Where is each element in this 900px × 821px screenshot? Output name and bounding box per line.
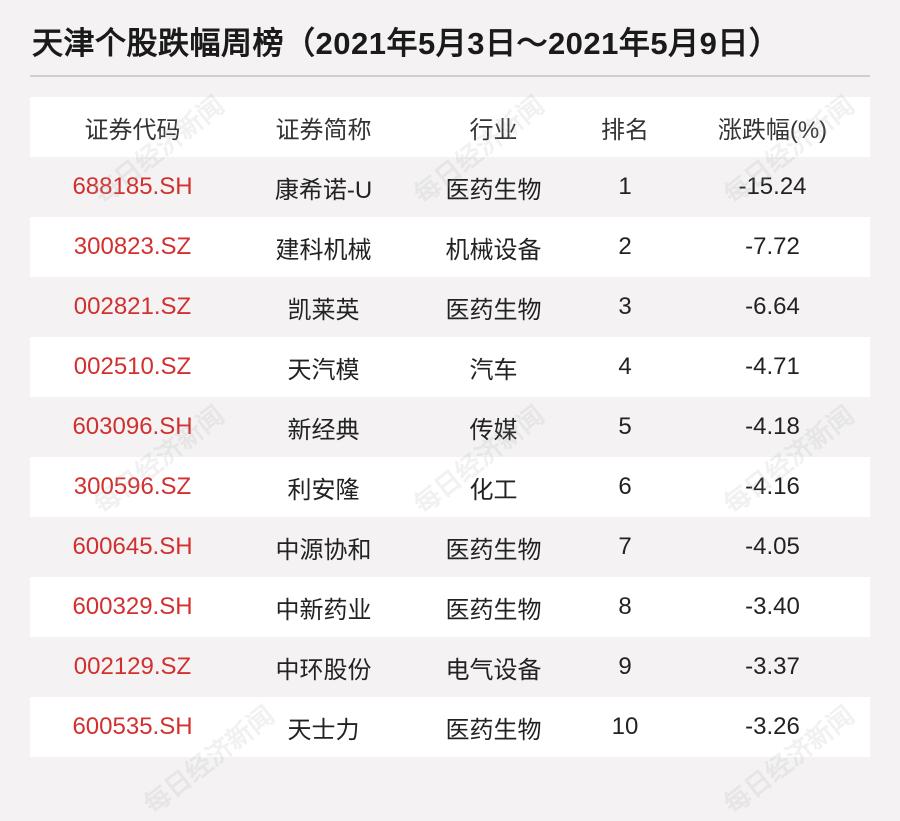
stock-name-cell: 新经典 — [235, 397, 412, 457]
industry-cell: 医药生物 — [412, 277, 575, 337]
change-pct-cell: -7.72 — [675, 217, 870, 277]
industry-cell: 医药生物 — [412, 697, 575, 757]
stock-code-cell: 600329.SH — [30, 577, 235, 637]
change-pct-cell: -3.26 — [675, 697, 870, 757]
stock-table: 证券代码 证券简称 行业 排名 涨跌幅(%) 688185.SH 康希诺-U 医药生… — [30, 97, 870, 757]
rank-cell: 10 — [575, 697, 675, 757]
change-pct-cell: -4.18 — [675, 397, 870, 457]
industry-cell: 汽车 — [412, 337, 575, 397]
table-row: 600329.SH 中新药业 医药生物 8 -3.40 — [30, 577, 870, 637]
table-row: 603096.SH 新经典 传媒 5 -4.18 — [30, 397, 870, 457]
stock-name-cell: 中新药业 — [235, 577, 412, 637]
table-header-row: 证券代码 证券简称 行业 排名 涨跌幅(%) — [30, 97, 870, 157]
stock-code-cell: 688185.SH — [30, 157, 235, 217]
industry-cell: 电气设备 — [412, 637, 575, 697]
stock-code-cell: 600645.SH — [30, 517, 235, 577]
rank-cell: 5 — [575, 397, 675, 457]
stock-code-cell: 600535.SH — [30, 697, 235, 757]
stock-code-cell: 603096.SH — [30, 397, 235, 457]
change-pct-cell: -3.40 — [675, 577, 870, 637]
rank-cell: 8 — [575, 577, 675, 637]
stock-name-cell: 建科机械 — [235, 217, 412, 277]
change-pct-cell: -4.05 — [675, 517, 870, 577]
header-name: 证券简称 — [235, 97, 412, 157]
industry-cell: 医药生物 — [412, 157, 575, 217]
header-rank: 排名 — [575, 97, 675, 157]
table-row: 002510.SZ 天汽模 汽车 4 -4.71 — [30, 337, 870, 397]
rank-cell: 6 — [575, 457, 675, 517]
table-row: 688185.SH 康希诺-U 医药生物 1 -15.24 — [30, 157, 870, 217]
stock-code-cell: 002821.SZ — [30, 277, 235, 337]
table-row: 002821.SZ 凯莱英 医药生物 3 -6.64 — [30, 277, 870, 337]
table-row: 002129.SZ 中环股份 电气设备 9 -3.37 — [30, 637, 870, 697]
stock-name-cell: 天士力 — [235, 697, 412, 757]
stock-code-cell: 002129.SZ — [30, 637, 235, 697]
change-pct-cell: -6.64 — [675, 277, 870, 337]
rank-cell: 3 — [575, 277, 675, 337]
table-row: 600645.SH 中源协和 医药生物 7 -4.05 — [30, 517, 870, 577]
table-row: 600535.SH 天士力 医药生物 10 -3.26 — [30, 697, 870, 757]
stock-name-cell: 康希诺-U — [235, 157, 412, 217]
stock-name-cell: 天汽模 — [235, 337, 412, 397]
header-change: 涨跌幅(%) — [675, 97, 870, 157]
table-row: 300823.SZ 建科机械 机械设备 2 -7.72 — [30, 217, 870, 277]
table-row: 300596.SZ 利安隆 化工 6 -4.16 — [30, 457, 870, 517]
industry-cell: 医药生物 — [412, 577, 575, 637]
change-pct-cell: -4.71 — [675, 337, 870, 397]
change-pct-cell: -15.24 — [675, 157, 870, 217]
industry-cell: 化工 — [412, 457, 575, 517]
rank-cell: 2 — [575, 217, 675, 277]
rank-cell: 9 — [575, 637, 675, 697]
industry-cell: 机械设备 — [412, 217, 575, 277]
stock-name-cell: 凯莱英 — [235, 277, 412, 337]
change-pct-cell: -3.37 — [675, 637, 870, 697]
stock-name-cell: 中源协和 — [235, 517, 412, 577]
stock-code-cell: 300596.SZ — [30, 457, 235, 517]
stock-code-cell: 300823.SZ — [30, 217, 235, 277]
title-divider — [30, 75, 870, 77]
stock-name-cell: 中环股份 — [235, 637, 412, 697]
header-code: 证券代码 — [30, 97, 235, 157]
industry-cell: 传媒 — [412, 397, 575, 457]
page-title: 天津个股跌幅周榜（2021年5月3日～2021年5月9日） — [32, 26, 781, 61]
change-pct-cell: -4.16 — [675, 457, 870, 517]
industry-cell: 医药生物 — [412, 517, 575, 577]
rank-cell: 7 — [575, 517, 675, 577]
rank-cell: 1 — [575, 157, 675, 217]
rank-cell: 4 — [575, 337, 675, 397]
header-industry: 行业 — [412, 97, 575, 157]
stock-code-cell: 002510.SZ — [30, 337, 235, 397]
stock-name-cell: 利安隆 — [235, 457, 412, 517]
